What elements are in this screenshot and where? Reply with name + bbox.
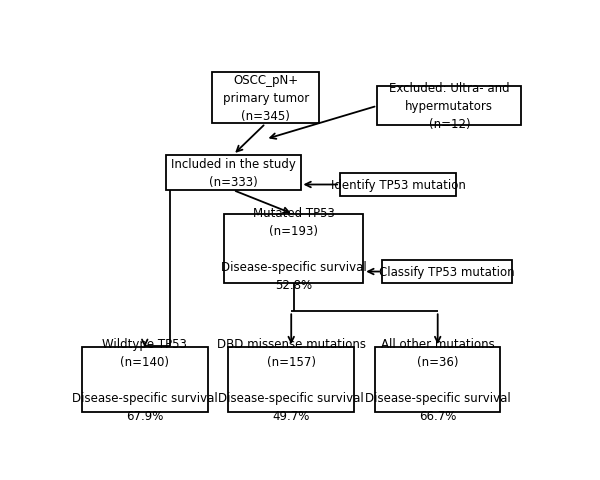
FancyBboxPatch shape bbox=[212, 72, 319, 124]
Text: Excluded: Ultra- and
hypermutators
(n=12): Excluded: Ultra- and hypermutators (n=12… bbox=[389, 82, 509, 131]
Text: Mutated TP53
(n=193)

Disease-specific survival
52.8%: Mutated TP53 (n=193) Disease-specific su… bbox=[221, 206, 367, 291]
FancyBboxPatch shape bbox=[82, 348, 208, 412]
FancyBboxPatch shape bbox=[375, 348, 500, 412]
Text: All other mutations
(n=36)

Disease-specific survival
66.7%: All other mutations (n=36) Disease-speci… bbox=[365, 337, 511, 422]
Text: Classify TP53 mutation: Classify TP53 mutation bbox=[379, 265, 515, 278]
FancyBboxPatch shape bbox=[166, 156, 301, 191]
FancyBboxPatch shape bbox=[340, 174, 456, 196]
FancyBboxPatch shape bbox=[229, 348, 354, 412]
FancyBboxPatch shape bbox=[224, 215, 364, 283]
Text: Identify TP53 mutation: Identify TP53 mutation bbox=[331, 179, 466, 192]
FancyBboxPatch shape bbox=[377, 87, 521, 126]
Text: OSCC_pN+
primary tumor
(n=345): OSCC_pN+ primary tumor (n=345) bbox=[223, 74, 309, 123]
Text: Wildtype TP53
(n=140)

Disease-specific survival
67.9%: Wildtype TP53 (n=140) Disease-specific s… bbox=[72, 337, 218, 422]
Text: DBD missense mutations
(n=157)

Disease-specific survival
49.7%: DBD missense mutations (n=157) Disease-s… bbox=[217, 337, 366, 422]
FancyBboxPatch shape bbox=[382, 261, 512, 283]
Text: Included in the study
(n=333): Included in the study (n=333) bbox=[170, 157, 296, 189]
